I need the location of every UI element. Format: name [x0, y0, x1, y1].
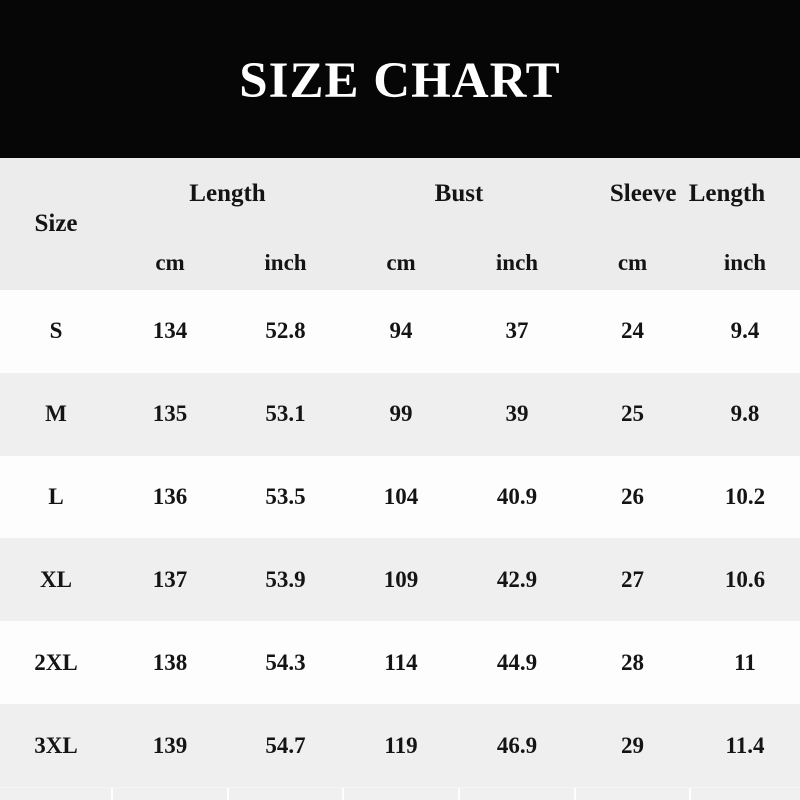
unit-header-inch: inch	[264, 250, 307, 275]
value-cell: 52.8	[265, 318, 306, 344]
value-cell: 27	[621, 566, 644, 592]
value-cell: 10.2	[724, 484, 766, 510]
size-cell: 3XL	[34, 732, 78, 758]
value-cell: 138	[152, 649, 188, 675]
size-cell: 2XL	[34, 649, 78, 675]
value-cell: 40.9	[496, 484, 538, 510]
unit-header-cm: cm	[386, 250, 416, 275]
column-divider	[458, 788, 460, 800]
value-cell: 24	[621, 318, 644, 344]
unit-header-inch: inch	[723, 250, 767, 275]
value-cell: 53.1	[265, 401, 306, 427]
column-divider	[227, 788, 229, 800]
column-divider	[574, 788, 576, 800]
value-cell: 139	[152, 732, 188, 758]
group-header-length: Length	[189, 180, 266, 207]
size-cell: S	[49, 318, 63, 344]
value-cell: 104	[383, 484, 419, 510]
value-cell: 29	[621, 732, 644, 758]
unit-header-inch: inch	[495, 250, 539, 275]
table-row: 2XL 138 54.3 114 44.9 28 11	[0, 621, 800, 705]
value-cell: 37	[505, 318, 529, 344]
value-cell: 26	[621, 484, 644, 510]
table-row: L 136 53.5 104 40.9 26 10.2	[0, 455, 800, 539]
value-cell: 134	[152, 318, 188, 344]
group-header-bust: Bust	[434, 180, 484, 207]
value-cell: 9.4	[730, 318, 760, 344]
value-cell: 137	[152, 566, 188, 592]
page-title: SIZE CHART	[239, 52, 561, 109]
group-header-row: Length Bust Sleeve Length	[0, 180, 800, 208]
unit-header-cm: cm	[617, 250, 648, 275]
column-divider	[689, 788, 691, 800]
table-body: S 134 52.8 94 37 24 9.4 M 135 53.1 99 39…	[0, 290, 800, 787]
size-cell: L	[48, 484, 64, 510]
unit-header-cm: cm	[155, 250, 185, 275]
title-banner: SIZE CHART	[0, 0, 800, 158]
column-divider	[111, 788, 113, 800]
value-cell: 54.3	[265, 649, 306, 675]
value-cell: 119	[384, 732, 418, 758]
value-cell: 99	[389, 401, 413, 427]
group-header-sleeve-length: Sleeve Length	[609, 180, 766, 207]
value-cell: 44.9	[496, 649, 538, 675]
size-cell: M	[45, 401, 67, 427]
value-cell: 109	[383, 566, 419, 592]
value-cell: 136	[152, 484, 188, 510]
table-row: S 134 52.8 94 37 24 9.4	[0, 290, 800, 373]
value-cell: 28	[621, 649, 644, 675]
table-row: M 135 53.1 99 39 25 9.8	[0, 372, 800, 456]
value-cell: 114	[384, 649, 418, 675]
value-cell: 11.4	[725, 732, 765, 758]
size-cell: XL	[40, 566, 72, 592]
value-cell: 39	[505, 401, 529, 427]
value-cell: 9.8	[730, 401, 760, 427]
value-cell: 54.7	[265, 732, 306, 758]
value-cell: 11	[734, 649, 756, 675]
value-cell: 53.5	[265, 484, 306, 510]
column-divider	[342, 788, 344, 800]
value-cell: 42.9	[496, 566, 538, 592]
table-row: 3XL 139 54.7 119 46.9 29 11.4	[0, 704, 800, 787]
value-cell: 10.6	[724, 566, 766, 592]
value-cell: 135	[152, 401, 188, 427]
value-cell: 46.9	[496, 732, 538, 758]
partial-next-row	[0, 787, 800, 800]
table-header: Size Length Bust Sleeve Length cm inch c…	[0, 158, 800, 290]
value-cell: 94	[389, 318, 413, 344]
value-cell: 25	[621, 401, 644, 427]
table-row: XL 137 53.9 109 42.9 27 10.6	[0, 538, 800, 622]
column-header-size: Size	[34, 210, 78, 237]
value-cell: 53.9	[265, 566, 306, 592]
unit-header-row: cm inch cm inch cm inch	[0, 250, 800, 276]
